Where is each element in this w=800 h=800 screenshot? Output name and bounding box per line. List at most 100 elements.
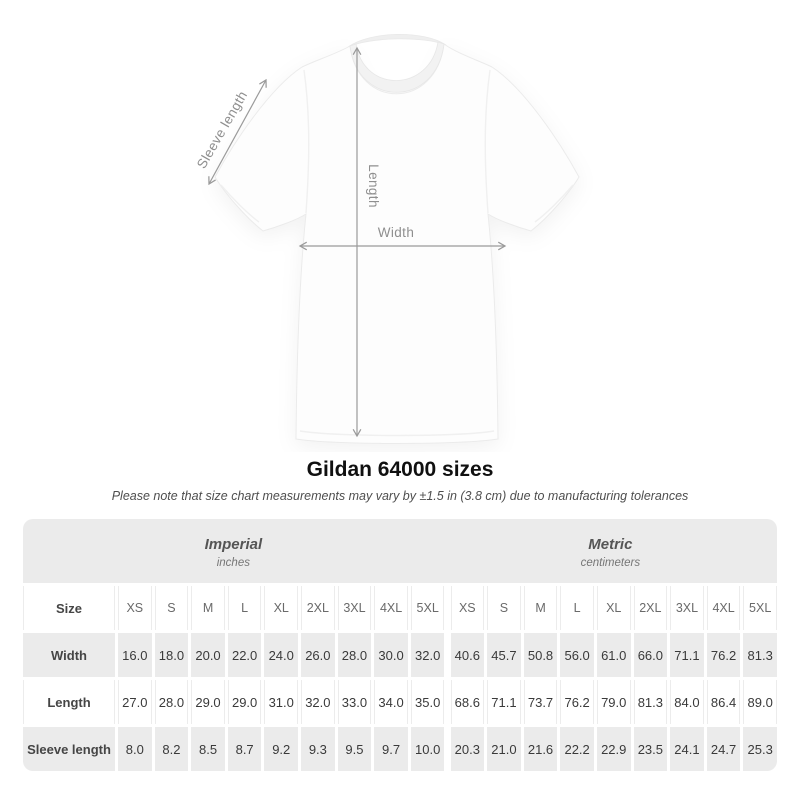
group-label-imperial: Imperial [204, 535, 263, 553]
table-cell: 61.0 [596, 633, 631, 677]
table-cell: 76.2 [706, 633, 741, 677]
table-cell: 28.0 [154, 680, 189, 724]
table-cell: 73.7 [523, 680, 558, 724]
width-values-imperial: 16.0 18.0 20.0 22.0 24.0 26.0 28.0 30.0 32.0 [115, 633, 445, 677]
table-cell: 23.5 [633, 727, 668, 771]
table-row-length: Length 27.0 28.0 29.0 29.0 31.0 32.0 33.0 34.0 3… [23, 680, 777, 724]
table-cell: 29.0 [227, 680, 262, 724]
table-cell: 28.0 [337, 633, 372, 677]
table-cell: 24.7 [706, 727, 741, 771]
width-values-metric: 40.6 45.7 50.8 56.0 61.0 66.0 71.1 76.2 81.3 [448, 633, 778, 677]
table-cell: 56.0 [560, 633, 594, 677]
row-label-length: Length [23, 680, 115, 724]
group-unit-imperial: inches [216, 556, 250, 569]
group-header-metric: Metric centimeters [444, 519, 777, 583]
table-cell: 20.3 [450, 727, 485, 771]
table-cell: 21.0 [487, 727, 521, 771]
table-cell: 33.0 [337, 680, 372, 724]
length-values-imperial: 27.0 28.0 29.0 29.0 31.0 32.0 33.0 34.0 35.0 [115, 680, 445, 724]
table-cell: 8.7 [227, 727, 262, 771]
table-cell: 8.5 [191, 727, 225, 771]
group-header-imperial: Imperial inches [23, 519, 444, 583]
table-cell: XS [118, 586, 152, 630]
table-cell: 4XL [374, 586, 408, 630]
page-subtitle: Please note that size chart measurements… [111, 489, 689, 503]
table-row-size-header: Size XS S M L XL 2XL 3XL 4XL 5XL XS S M L XL 2XL 3XL 4X… [23, 586, 777, 630]
table-cell: 2XL [633, 586, 668, 630]
sleeve-length-arrow [208, 78, 267, 186]
table-cell: 22.9 [596, 727, 631, 771]
tshirt-back-collar [347, 33, 447, 48]
table-cell: 16.0 [118, 633, 152, 677]
table-cell: 76.2 [560, 680, 594, 724]
table-cell: 3XL [670, 586, 704, 630]
table-cell: 5XL [410, 586, 445, 630]
table-group-header: Imperial inches Metric centimeters [23, 519, 777, 583]
length-values-metric: 68.6 71.1 73.7 76.2 79.0 81.3 84.0 86.4 89.0 [448, 680, 778, 724]
table-cell: 45.7 [487, 633, 521, 677]
tshirt-body [214, 43, 580, 444]
table-row-sleeve-length: Sleeve length 8.0 8.2 8.5 8.7 9.2 9.3 9.5 9.7 10… [23, 727, 777, 771]
table-cell: 18.0 [154, 633, 189, 677]
table-cell: 10.0 [410, 727, 445, 771]
group-unit-metric: centimeters [580, 556, 641, 569]
table-cell: 34.0 [374, 680, 408, 724]
sleeve-values-imperial: 8.0 8.2 8.5 8.7 9.2 9.3 9.5 9.7 10.0 [115, 727, 445, 771]
table-cell: S [154, 586, 189, 630]
table-cell: 5XL [743, 586, 777, 630]
table-cell: 2XL [301, 586, 335, 630]
size-table: Imperial inches Metric centimeters Size … [23, 519, 777, 771]
table-cell: 29.0 [191, 680, 225, 724]
width-arrow-label: Width [378, 225, 415, 240]
table-cell: 8.2 [154, 727, 189, 771]
table-cell: 9.3 [301, 727, 335, 771]
table-cell: 20.0 [191, 633, 225, 677]
table-cell: 22.2 [560, 727, 594, 771]
table-cell: 81.3 [743, 633, 777, 677]
table-cell: 24.1 [670, 727, 704, 771]
table-cell: 30.0 [374, 633, 408, 677]
page-title: Gildan 64000 sizes [306, 458, 494, 481]
table-cell: 68.6 [450, 680, 485, 724]
table-cell: 35.0 [410, 680, 445, 724]
row-label-size: Size [23, 586, 115, 630]
table-cell: 32.0 [301, 680, 335, 724]
table-cell: 3XL [337, 586, 372, 630]
table-cell: 50.8 [523, 633, 558, 677]
table-cell: 24.0 [264, 633, 299, 677]
tshirt-seams [220, 69, 574, 437]
tshirt-collar [349, 41, 445, 93]
table-cell: 9.7 [374, 727, 408, 771]
table-cell: 32.0 [410, 633, 445, 677]
table-cell: 71.1 [670, 633, 704, 677]
table-cell: 66.0 [633, 633, 668, 677]
sleeve-values-metric: 20.3 21.0 21.6 22.2 22.9 23.5 24.1 24.7 25.3 [448, 727, 778, 771]
size-headers-imperial: XS S M L XL 2XL 3XL 4XL 5XL [115, 586, 445, 630]
table-cell: 9.2 [264, 727, 299, 771]
table-cell: 27.0 [118, 680, 152, 724]
table-cell: XS [450, 586, 485, 630]
row-label-sleeve-length: Sleeve length [23, 727, 115, 771]
table-cell: L [227, 586, 262, 630]
table-cell: 4XL [706, 586, 741, 630]
table-cell: XL [596, 586, 631, 630]
size-headers-metric: XS S M L XL 2XL 3XL 4XL 5XL [448, 586, 778, 630]
table-cell: 40.6 [450, 633, 485, 677]
table-cell: 8.0 [118, 727, 152, 771]
table-cell: 89.0 [743, 680, 777, 724]
tshirt-figure: Length Width Sleeve length [194, 33, 580, 444]
table-cell: 9.5 [337, 727, 372, 771]
group-label-metric: Metric [588, 535, 633, 553]
table-cell: 71.1 [487, 680, 521, 724]
table-cell: 84.0 [670, 680, 704, 724]
table-cell: 31.0 [264, 680, 299, 724]
table-row-width: Width 16.0 18.0 20.0 22.0 24.0 26.0 28.0 30.0 32… [23, 633, 777, 677]
table-cell: M [191, 586, 225, 630]
table-cell: 86.4 [706, 680, 741, 724]
row-label-width: Width [23, 633, 115, 677]
table-cell: 81.3 [633, 680, 668, 724]
table-cell: 25.3 [743, 727, 777, 771]
table-cell: L [560, 586, 594, 630]
table-cell: XL [264, 586, 299, 630]
table-cell: 79.0 [596, 680, 631, 724]
